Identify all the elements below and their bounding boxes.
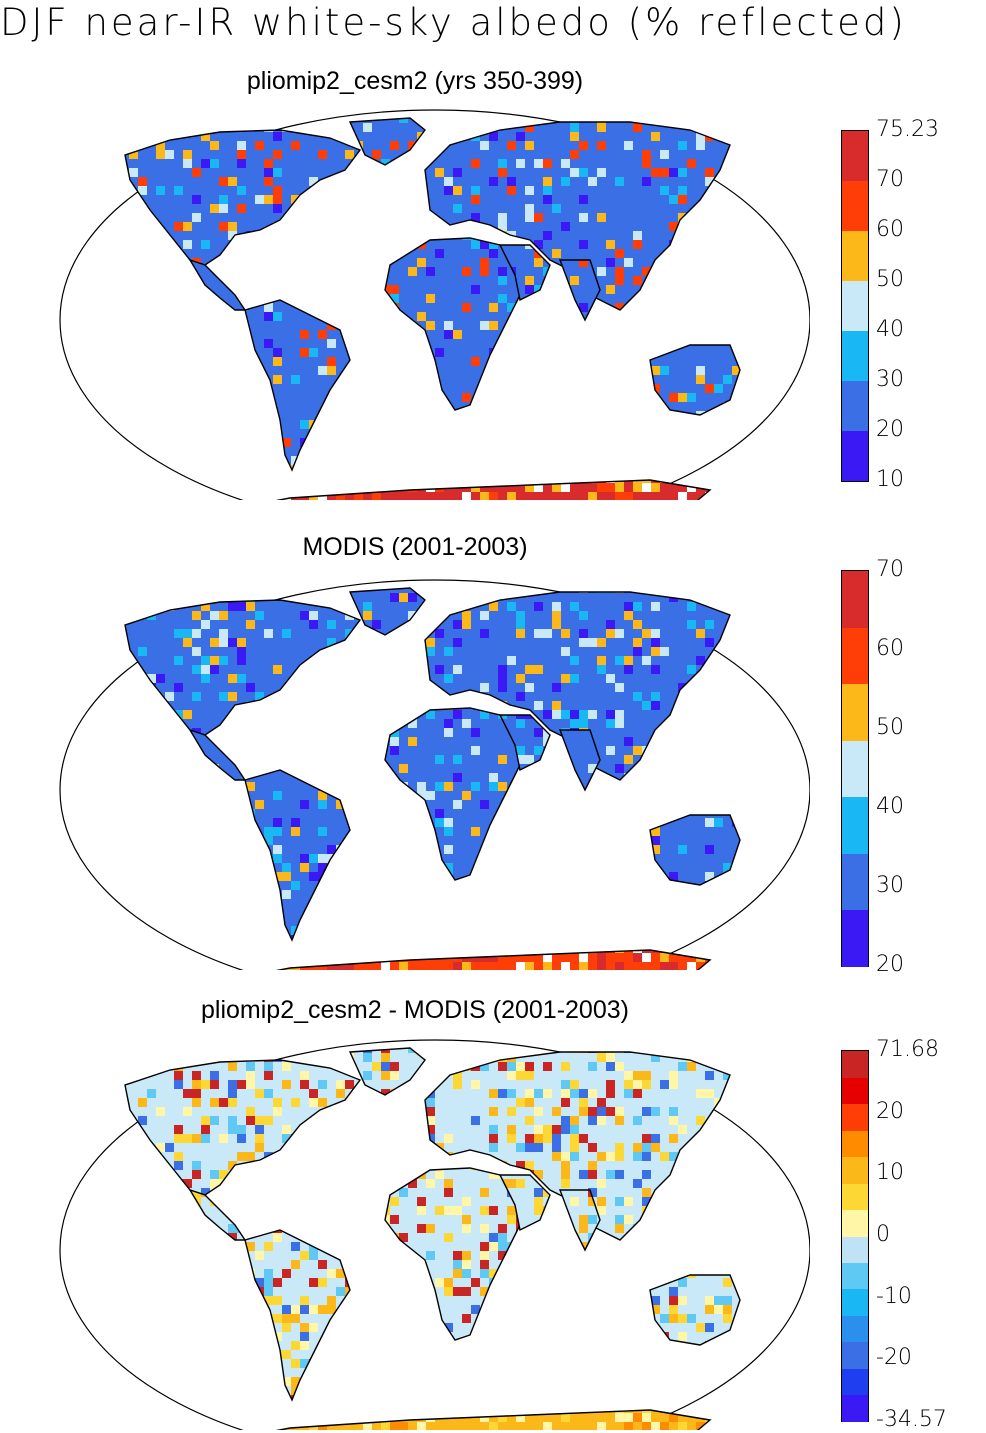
colorbar-segment bbox=[842, 381, 868, 431]
colorbar-segment bbox=[842, 627, 868, 685]
colorbar-segment bbox=[842, 1288, 868, 1316]
panel-1-colorbar: 10 20 30 40 50 60 70 75.23 bbox=[840, 119, 980, 491]
colorbar-label: 75.23 bbox=[876, 119, 939, 141]
figure-title: DJF near-IR white-sky albedo (% reflecte… bbox=[0, 0, 986, 46]
p1-australia-region bbox=[650, 815, 740, 885]
colorbar-label: 50 bbox=[876, 717, 904, 739]
colorbar-segment bbox=[842, 1341, 868, 1369]
colorbar-label: 70 bbox=[876, 169, 904, 191]
colorbar-label: 60 bbox=[876, 219, 904, 241]
colorbar-segment bbox=[842, 1368, 868, 1396]
colorbar-segment bbox=[842, 1394, 868, 1422]
colorbar-label: 20 bbox=[876, 419, 904, 441]
colorbar-label: 0 bbox=[876, 1224, 890, 1246]
colorbar-segment bbox=[842, 131, 868, 181]
colorbar-segment bbox=[842, 571, 868, 628]
panel-2-title: MODIS (2001-2003) bbox=[0, 532, 830, 562]
colorbar-segment bbox=[842, 853, 868, 911]
p0-centralAmerica-region bbox=[190, 260, 245, 310]
colorbar-segment bbox=[842, 181, 868, 231]
panel-3-title: pliomip2_cesm2 - MODIS (2001-2003) bbox=[0, 995, 830, 1025]
panel-2-map bbox=[59, 579, 810, 970]
colorbar-box bbox=[841, 570, 869, 967]
p1-africa-region bbox=[385, 708, 520, 880]
colorbar-label: 50 bbox=[876, 269, 904, 291]
colorbar-segment bbox=[842, 281, 868, 331]
colorbar-segment bbox=[842, 1103, 868, 1131]
panel-1-title: pliomip2_cesm2 (yrs 350-399) bbox=[0, 66, 830, 96]
panel-3-colorbar: -34.57 -20 -10 0 10 20 71.68 bbox=[840, 1039, 980, 1431]
colorbar-segment bbox=[842, 1051, 868, 1078]
colorbar-segment bbox=[842, 1236, 868, 1263]
colorbar-segment bbox=[842, 331, 868, 381]
panel-1-map bbox=[59, 109, 810, 500]
colorbar-label: -20 bbox=[876, 1347, 912, 1369]
colorbar-label: 30 bbox=[876, 369, 904, 391]
p0-india-region bbox=[560, 260, 600, 320]
colorbar-label: 20 bbox=[876, 954, 904, 976]
colorbar-segment bbox=[842, 431, 868, 481]
p1-southAmerica-region bbox=[245, 770, 350, 940]
colorbar-label: 70 bbox=[876, 559, 904, 581]
colorbar-label: 10 bbox=[876, 1162, 904, 1184]
colorbar-segment bbox=[842, 1315, 868, 1343]
colorbar-segment bbox=[842, 683, 868, 741]
panel-2-colorbar: 20 30 40 50 60 70 bbox=[840, 559, 980, 976]
colorbar-label: 20 bbox=[876, 1100, 904, 1123]
colorbar-label: 40 bbox=[876, 796, 904, 818]
colorbar-segment bbox=[842, 1262, 868, 1290]
colorbar-box bbox=[841, 130, 869, 482]
colorbar-label: 71.68 bbox=[876, 1039, 939, 1061]
colorbar-box bbox=[841, 1050, 869, 1422]
colorbar-segment bbox=[842, 1130, 868, 1158]
colorbar-segment bbox=[842, 1077, 868, 1105]
colorbar-segment bbox=[842, 1209, 868, 1237]
colorbar-segment bbox=[842, 740, 868, 798]
p1-centralAmerica-region bbox=[190, 730, 245, 780]
colorbar-segment bbox=[842, 231, 868, 281]
colorbar-segment bbox=[842, 909, 868, 967]
colorbar-segment bbox=[842, 796, 868, 854]
colorbar-label: -34.57 bbox=[876, 1409, 947, 1431]
colorbar-segment bbox=[842, 1183, 868, 1211]
colorbar-label: 40 bbox=[876, 319, 904, 341]
colorbar-label: -10 bbox=[876, 1285, 912, 1308]
colorbar-segment bbox=[842, 1156, 868, 1184]
colorbar-label: 60 bbox=[876, 638, 904, 660]
colorbar-label: 30 bbox=[876, 875, 904, 897]
panel-3-map bbox=[59, 1039, 810, 1430]
p1-india-region bbox=[560, 730, 600, 790]
colorbar-label: 10 bbox=[876, 469, 904, 491]
